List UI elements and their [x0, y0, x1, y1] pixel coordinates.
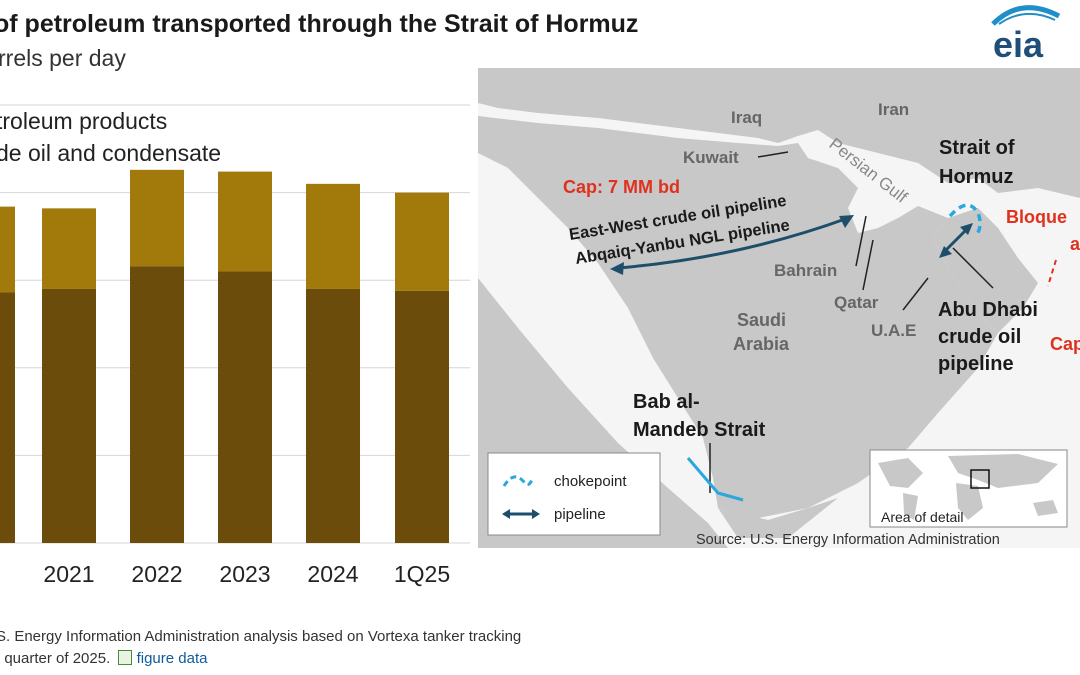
logo-swoosh-thin — [998, 13, 1056, 25]
bar-segment-products — [0, 206, 15, 293]
label-bloque-a: a — [1070, 234, 1080, 254]
land-south-arabia — [718, 498, 838, 538]
bab-chokepoint-icon — [686, 457, 744, 502]
label-iran: Iran — [878, 100, 909, 119]
ew-pipeline-line — [617, 216, 849, 270]
uae-leader — [902, 277, 929, 311]
bars — [0, 169, 449, 543]
map-source: Source: U.S. Energy Information Administ… — [696, 532, 1000, 548]
chokepoint-legend-icon — [502, 475, 534, 487]
label-bahrain: Bahrain — [774, 261, 837, 280]
label-arabia: Arabia — [733, 334, 790, 354]
x-tick-label: 2022 — [131, 561, 182, 587]
note-line-2: t quarter of 2025. figure data — [0, 650, 207, 667]
label-abu-dhabi-2: crude oil — [938, 326, 1021, 348]
bar-segment-crude — [0, 292, 15, 543]
inset-land-2 — [903, 493, 918, 520]
label-kuwait: Kuwait — [683, 148, 739, 167]
bar-segment-crude — [395, 290, 449, 543]
label-hormuz-2: Hormuz — [939, 166, 1013, 188]
x-tick-label: 2024 — [307, 561, 358, 587]
land-north — [478, 68, 1080, 198]
label-hormuz-1: Strait of — [939, 137, 1015, 159]
qatar-leader — [862, 239, 874, 291]
map-legend-box — [487, 452, 661, 536]
bar-segment-products — [130, 169, 184, 267]
inset-land-1 — [878, 458, 923, 488]
spreadsheet-icon — [118, 650, 133, 665]
label-saudi: Saudi — [737, 310, 786, 330]
chart-title: of petroleum transported through the Str… — [0, 10, 639, 38]
kuwait-leader — [757, 151, 789, 158]
red-dashed-line — [1047, 259, 1057, 287]
bar-segment-crude — [130, 266, 184, 543]
abu-dhabi-arrow-1 — [939, 246, 952, 258]
land-arabia — [478, 116, 998, 518]
logo-text: eia — [993, 24, 1044, 62]
inset-detail-marker — [970, 469, 990, 489]
label-abu-dhabi-3: pipeline — [938, 353, 1014, 375]
abu-dhabi-leader — [952, 247, 994, 289]
ew-pipeline-arrow-east — [839, 215, 854, 228]
abu-dhabi-arrow-2 — [960, 223, 973, 235]
x-tick-label: 1Q25 — [394, 561, 450, 587]
note-line-2-text: t quarter of 2025. — [0, 650, 111, 667]
label-abu-dhabi-1: Abu Dhabi — [938, 299, 1038, 321]
legend-pipeline: pipeline — [554, 506, 606, 523]
label-cap-right: Cap — [1050, 334, 1080, 354]
note-line-1: S. Energy Information Administration ana… — [0, 628, 522, 645]
legend-chokepoint: chokepoint — [554, 473, 627, 490]
x-tick-label: 2021 — [43, 561, 94, 587]
pipeline-legend-arrow-right — [532, 509, 540, 519]
figure-data-link[interactable]: figure data — [136, 650, 208, 667]
bar-segment-crude — [306, 288, 360, 543]
x-tick-label: 2023 — [219, 561, 270, 587]
bar-segment-products — [395, 192, 449, 291]
bar-segment-crude — [218, 271, 272, 543]
logo-swoosh — [991, 5, 1061, 26]
map: Iraq Iran Kuwait Bahrain Qatar U.A.E Sau… — [478, 68, 1080, 548]
inset-land-3 — [948, 454, 1058, 488]
bar-segment-products — [218, 171, 272, 272]
label-cap: Cap: 7 MM bd — [563, 177, 680, 197]
label-bloque: Bloque — [1006, 207, 1067, 227]
inset-land-4 — [956, 483, 983, 520]
x-tick-labels: 020212022202320241Q25 — [43, 561, 450, 587]
label-qatar: Qatar — [834, 293, 879, 312]
legend-label-crude: de oil and condensate — [0, 140, 222, 166]
abu-dhabi-pipeline-line — [941, 226, 970, 255]
inset-label: Area of detail — [881, 509, 964, 525]
legend-label-products: troleum products — [0, 108, 168, 134]
label-bab-2: Mandeb Strait — [633, 419, 766, 441]
bar-segment-products — [42, 208, 96, 289]
label-uae: U.A.E — [871, 321, 916, 340]
bar-segment-crude — [42, 288, 96, 543]
bar-segment-products — [306, 183, 360, 289]
land-oman — [933, 208, 1038, 333]
ew-pipeline-arrow-west — [610, 262, 624, 275]
bar-chart: 020212022202320241Q25 — [0, 104, 470, 587]
label-iraq: Iraq — [731, 108, 762, 127]
label-bab-1: Bab al- — [633, 391, 700, 413]
eia-logo-icon: eia — [991, 5, 1061, 62]
pipeline-legend-arrow-left — [502, 509, 510, 519]
chart-subtitle: rrels per day — [0, 45, 126, 71]
hormuz-chokepoint-icon — [948, 203, 982, 238]
inset-land-5 — [1033, 500, 1058, 516]
bahrain-leader — [855, 215, 867, 267]
